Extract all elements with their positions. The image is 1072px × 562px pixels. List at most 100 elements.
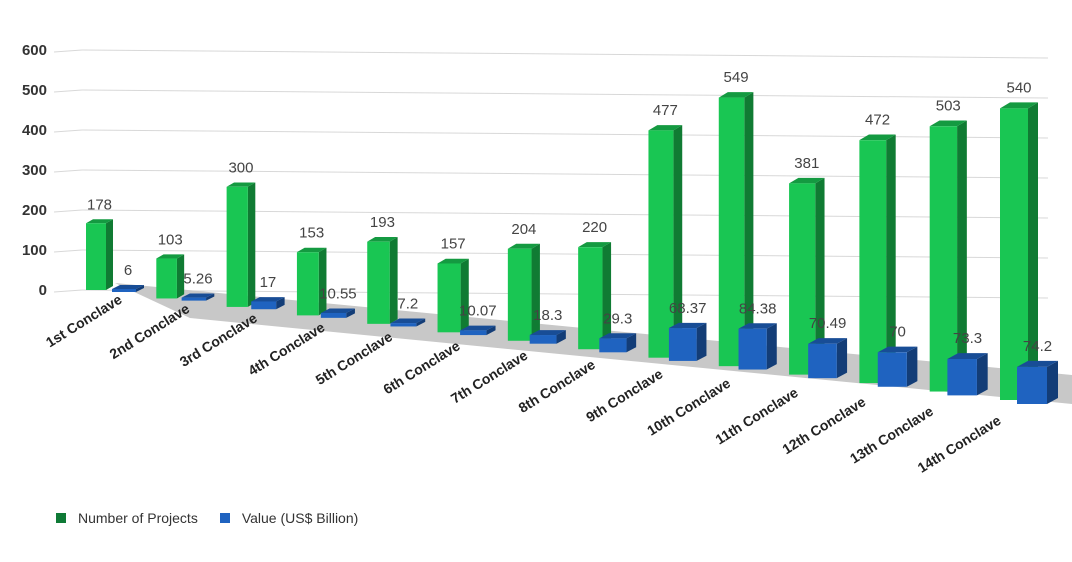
bar-top bbox=[390, 318, 426, 324]
bar-group: 84.38 bbox=[738, 300, 777, 370]
bar-top bbox=[251, 297, 285, 302]
legend-label-value: Value (US$ Billion) bbox=[241, 510, 359, 526]
data-label-projects: 220 bbox=[582, 219, 607, 236]
data-label-projects: 193 bbox=[370, 214, 395, 231]
bar-top bbox=[367, 237, 398, 242]
legend: Number of Projects Value (US$ Billion) bbox=[56, 510, 380, 526]
bar-side bbox=[176, 254, 185, 299]
bar-side bbox=[416, 318, 426, 327]
bar-side bbox=[744, 92, 754, 367]
bar-side bbox=[247, 182, 256, 307]
category-label: 1st Conclave bbox=[43, 291, 125, 350]
bar-side bbox=[346, 308, 355, 318]
bar-group: 153 bbox=[296, 225, 327, 316]
data-label-projects: 103 bbox=[158, 231, 183, 248]
bars: 178 6 103 5.26 300 17 153 10.55 193 7.2 157 10.07 20… bbox=[86, 69, 1058, 404]
bar-front bbox=[460, 330, 487, 336]
data-label-projects: 549 bbox=[724, 69, 749, 86]
bar-group: 70.49 bbox=[808, 315, 848, 379]
bar-front bbox=[156, 258, 177, 299]
bar-side bbox=[957, 120, 967, 392]
bar-front bbox=[877, 352, 907, 387]
category-label: 7th Conclave bbox=[448, 347, 531, 407]
bar-group: 472 bbox=[859, 111, 896, 384]
bar-side bbox=[626, 333, 637, 353]
bar-group: 29.3 bbox=[599, 310, 637, 353]
y-axis-ticks: 0 100 200 300 400 500 600 bbox=[22, 42, 47, 299]
bar-front bbox=[507, 248, 532, 341]
bar-top bbox=[156, 254, 185, 259]
bar-side bbox=[673, 125, 683, 358]
bar-top bbox=[181, 293, 215, 298]
bar-top bbox=[529, 330, 566, 336]
gridline bbox=[81, 169, 1049, 179]
bar-top bbox=[1017, 360, 1058, 367]
bar-top bbox=[718, 92, 754, 98]
bar-side bbox=[976, 353, 988, 396]
bar-top bbox=[877, 346, 918, 353]
bar-group: 157 bbox=[437, 236, 469, 333]
gridline-wall bbox=[53, 129, 83, 133]
bar-side bbox=[1028, 102, 1038, 401]
bar-side bbox=[460, 258, 469, 333]
bar-front bbox=[181, 297, 207, 301]
gridline-wall bbox=[53, 249, 83, 253]
bar-top bbox=[460, 325, 496, 331]
bar-side bbox=[1047, 360, 1058, 404]
legend-swatch-projects bbox=[56, 513, 66, 523]
bar-side bbox=[531, 243, 540, 341]
bar-group: 503 bbox=[929, 97, 967, 392]
bar-group: 6 bbox=[112, 262, 144, 292]
gridline bbox=[81, 129, 1049, 139]
bar-top bbox=[929, 120, 967, 127]
bar-side bbox=[106, 219, 113, 290]
bar-front bbox=[320, 312, 347, 318]
bar-side bbox=[906, 346, 918, 387]
bar-top bbox=[648, 125, 683, 131]
category-label: 6th Conclave bbox=[380, 337, 463, 397]
legend-item-projects: Number of Projects bbox=[56, 510, 198, 526]
data-label-value: 17 bbox=[260, 274, 277, 291]
bar-front bbox=[296, 252, 319, 316]
bar-side bbox=[486, 325, 496, 336]
bar-side bbox=[136, 285, 144, 292]
bar-front bbox=[390, 323, 417, 327]
y-tick-label: 200 bbox=[22, 202, 47, 219]
y-tick-label: 0 bbox=[39, 282, 47, 299]
data-label-value: 74.2 bbox=[1023, 338, 1052, 355]
bar-top bbox=[320, 308, 355, 313]
bar-group: 220 bbox=[578, 219, 612, 350]
bar-group: 68.37 bbox=[669, 300, 707, 361]
bar-front bbox=[738, 328, 767, 370]
bar-group: 74.2 bbox=[1017, 338, 1058, 404]
bar-front bbox=[251, 301, 277, 310]
bar-top bbox=[1000, 102, 1038, 109]
legend-swatch-value bbox=[219, 513, 230, 523]
data-label-value: 68.37 bbox=[669, 300, 707, 317]
bar-group: 540 bbox=[1000, 79, 1038, 401]
bar-group: 17 bbox=[251, 274, 285, 310]
category-label: 9th Conclave bbox=[583, 365, 666, 425]
y-tick-label: 100 bbox=[22, 242, 47, 259]
bar-front bbox=[226, 186, 248, 307]
bar-group: 477 bbox=[648, 102, 683, 358]
bar-group: 70 bbox=[877, 324, 918, 387]
bar-front bbox=[86, 223, 106, 290]
bar-front bbox=[718, 97, 745, 367]
bar-group: 7.2 bbox=[390, 295, 426, 327]
y-tick-label: 400 bbox=[22, 122, 47, 139]
category-label: 8th Conclave bbox=[516, 356, 599, 416]
data-label-projects: 503 bbox=[936, 97, 961, 114]
data-label-value: 5.26 bbox=[183, 270, 212, 287]
bar-side bbox=[206, 293, 215, 301]
bar-top bbox=[578, 242, 612, 248]
gridlines bbox=[53, 49, 1049, 299]
bar-front bbox=[648, 130, 674, 358]
bar-group: 300 bbox=[226, 160, 256, 307]
data-label-projects: 153 bbox=[299, 225, 324, 242]
bar-front bbox=[1017, 366, 1047, 404]
bar-front bbox=[808, 343, 837, 379]
data-label-projects: 204 bbox=[511, 221, 536, 238]
bar-group: 178 bbox=[86, 196, 113, 290]
bar-front bbox=[529, 335, 557, 344]
